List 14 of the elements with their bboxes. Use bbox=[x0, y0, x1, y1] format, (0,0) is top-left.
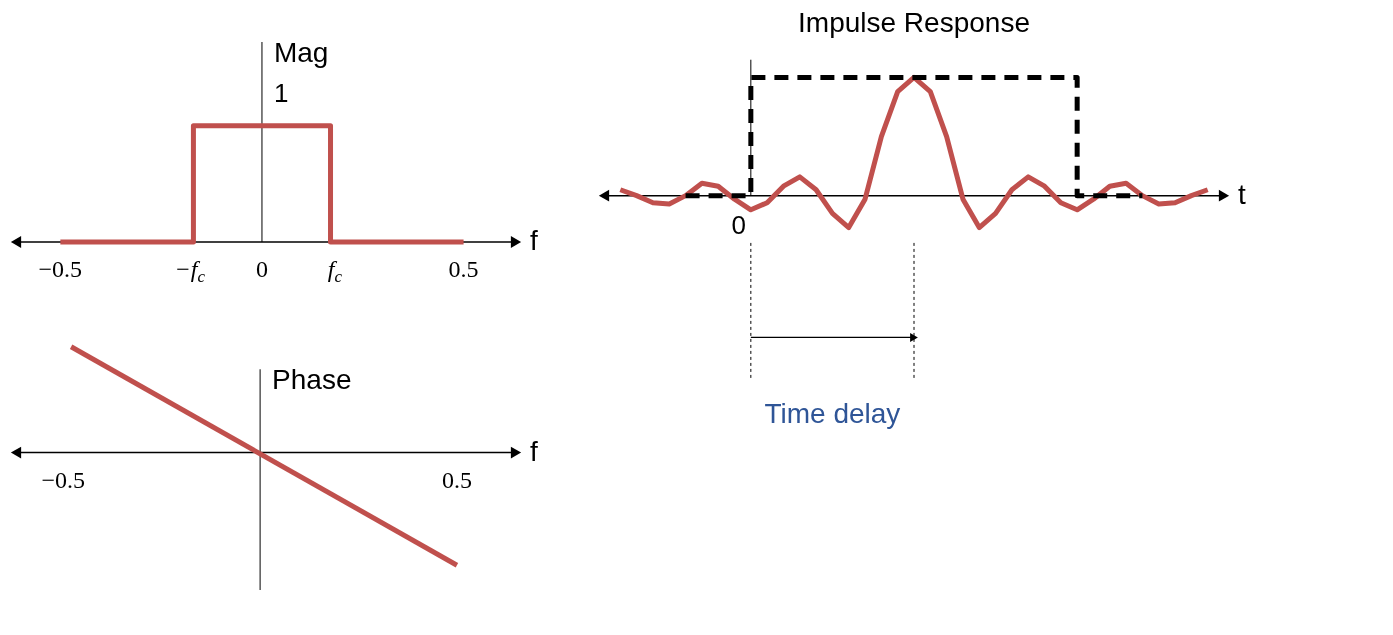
chart-title: Impulse Response bbox=[798, 7, 1030, 38]
x-axis-title: f bbox=[530, 225, 538, 256]
annotation: 1 bbox=[273, 77, 289, 108]
annotation: 0 bbox=[731, 209, 747, 240]
x-tick-label: −0.5 bbox=[41, 466, 86, 493]
x-tick-label: 0.5 bbox=[448, 256, 479, 282]
text: Time delay bbox=[764, 398, 901, 430]
x-tick-label: −0.5 bbox=[38, 256, 83, 282]
y-axis-title: Phase bbox=[272, 364, 352, 396]
x-axis-title: f bbox=[530, 435, 538, 467]
x-tick-label: 0 bbox=[255, 256, 268, 282]
y-axis-title: Mag bbox=[273, 37, 329, 68]
x-axis-title: t bbox=[1238, 178, 1246, 210]
x-tick-label: 0.5 bbox=[441, 466, 472, 493]
